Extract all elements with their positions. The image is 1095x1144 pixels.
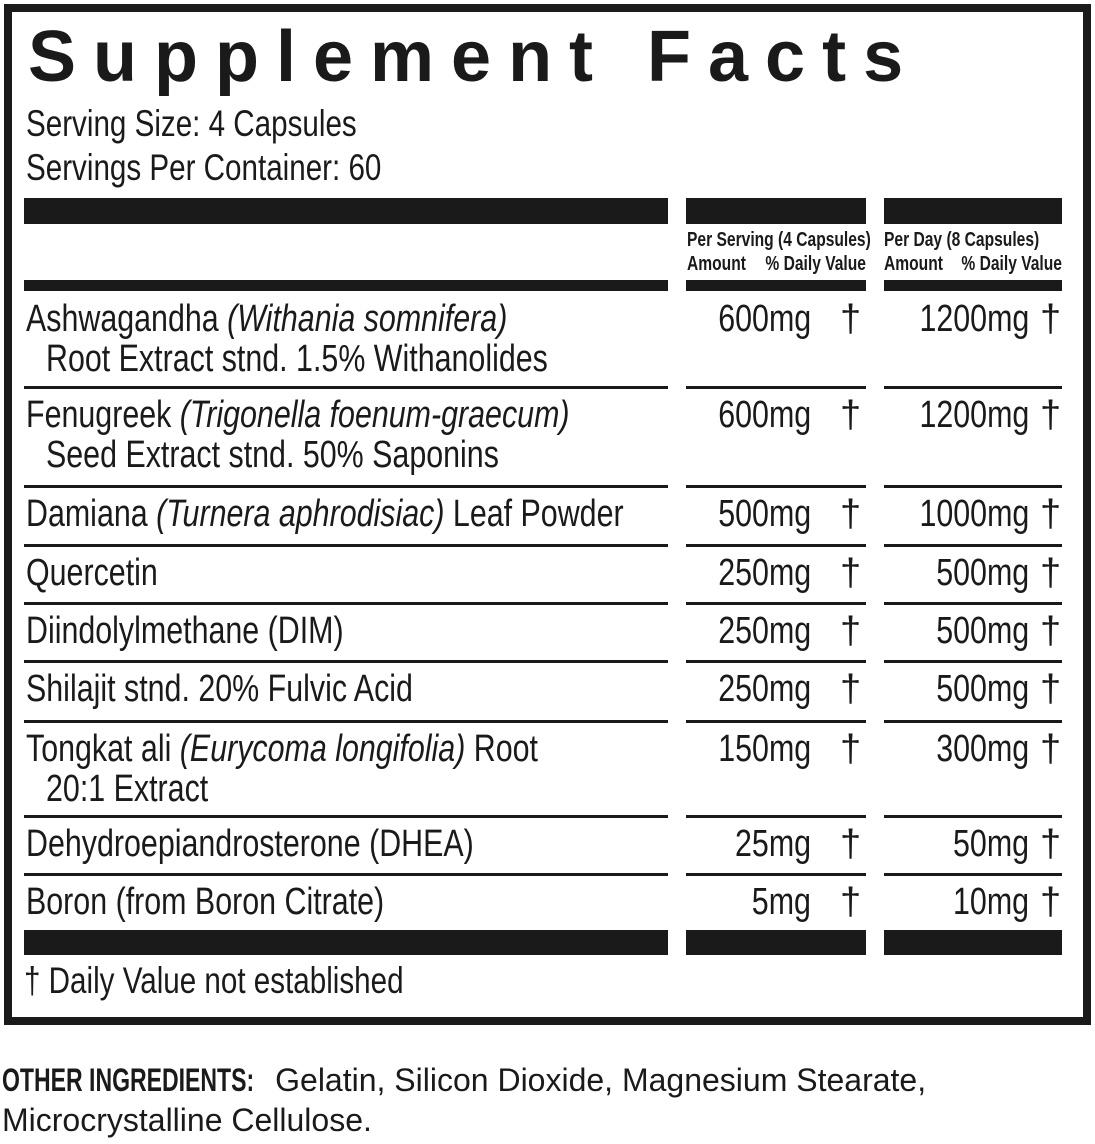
ingredient-name: Shilajit stnd. 20% Fulvic Acid	[26, 668, 413, 710]
row-divider	[24, 386, 668, 389]
ingredient-name: Fenugreek	[26, 394, 180, 436]
per-day-header: Per Day (8 Capsules)	[884, 229, 1040, 251]
ingredient-name: Dehydroepiandrosterone (DHEA)	[26, 823, 474, 865]
header-bar	[686, 198, 866, 224]
day-amount: 500mg	[936, 610, 1029, 652]
day-amount: 50mg	[952, 823, 1029, 865]
other-ingredients-label: OTHER INGREDIENTS:	[2, 1062, 255, 1098]
daily-value-mark: †	[840, 668, 862, 710]
daily-value-mark: †	[1040, 881, 1062, 923]
divider-bar	[686, 280, 866, 291]
header-bar	[884, 198, 1062, 224]
daily-value-mark: †	[1040, 552, 1062, 594]
daily-value-mark: †	[840, 394, 862, 436]
latin-name: (Trigonella foenum-graecum)	[179, 394, 570, 436]
per-serving-header: Per Serving (4 Capsules)	[687, 229, 871, 251]
daily-value-mark: †	[840, 610, 862, 652]
daily-value-mark: †	[840, 493, 862, 535]
row-divider	[24, 873, 668, 876]
panel-title: Supplement Facts	[28, 17, 921, 97]
daily-value-mark: †	[1040, 668, 1062, 710]
daily-value-mark: †	[840, 298, 862, 340]
row-divider	[24, 485, 668, 488]
row-divider	[884, 602, 1062, 605]
serving-amount: 150mg	[718, 728, 811, 770]
serving-amount: 500mg	[718, 493, 811, 535]
row-divider	[24, 602, 668, 605]
row-divider	[686, 485, 866, 488]
daily-value-mark: †	[840, 881, 862, 923]
row-divider	[686, 660, 866, 663]
daily-value-mark: †	[840, 552, 862, 594]
ingredient-name: Damiana	[26, 493, 157, 535]
serving-amount: 250mg	[718, 668, 811, 710]
divider-bar	[24, 280, 668, 291]
footer-bar	[24, 930, 668, 955]
day-amount: 1200mg	[919, 298, 1029, 340]
latin-name: (Turnera aphrodisiac)	[156, 493, 445, 535]
other-ingredients: OTHER INGREDIENTS: Gelatin, Silicon Diox…	[2, 1062, 927, 1098]
latin-name: (Withania somnifera)	[227, 298, 508, 340]
day-amount: 500mg	[936, 668, 1029, 710]
row-divider	[884, 815, 1062, 818]
day-amount: 10mg	[952, 881, 1029, 923]
latin-name: (Eurycoma longifolia)	[179, 728, 466, 770]
ingredient-name: Boron (from Boron Citrate)	[26, 881, 385, 923]
row-divider	[884, 386, 1062, 389]
other-ingredients-line2: Microcrystalline Cellulose.	[2, 1102, 372, 1138]
ingredient-name: Tongkat ali	[26, 728, 180, 770]
ingredient-name: Quercetin	[26, 552, 158, 594]
divider-bar	[884, 280, 1062, 291]
serving-amount: 250mg	[718, 552, 811, 594]
header-bar	[24, 198, 668, 224]
ingredient-name: Diindolylmethane (DIM)	[26, 610, 344, 652]
row-divider	[686, 544, 866, 547]
row-divider	[884, 544, 1062, 547]
daily-value-mark: †	[1040, 823, 1062, 865]
footer-bar	[884, 930, 1062, 955]
footer-bar	[686, 930, 866, 955]
ingredient-name: Ashwagandha	[26, 298, 228, 340]
row-divider	[686, 815, 866, 818]
daily-value-mark: †	[840, 823, 862, 865]
row-divider	[24, 720, 668, 723]
supplement-facts-panel	[4, 4, 1091, 1025]
daily-value-mark: †	[1040, 610, 1062, 652]
day-amount: 1000mg	[919, 493, 1029, 535]
serving-amount: 600mg	[718, 394, 811, 436]
footnote: † Daily Value not established	[24, 960, 404, 1001]
servings-per-container: Servings Per Container: 60	[26, 147, 382, 188]
row-divider	[686, 720, 866, 723]
row-divider	[884, 485, 1062, 488]
serving-amount: 250mg	[718, 610, 811, 652]
row-divider	[686, 873, 866, 876]
daily-value-mark: †	[1040, 493, 1062, 535]
daily-value-header: % Daily Value	[765, 253, 866, 275]
serving-amount: 600mg	[718, 298, 811, 340]
row-divider	[24, 815, 668, 818]
row-divider	[884, 720, 1062, 723]
row-divider	[884, 660, 1062, 663]
day-amount: 300mg	[936, 728, 1029, 770]
daily-value-mark: †	[1040, 394, 1062, 436]
daily-value-mark: †	[840, 728, 862, 770]
day-amount: 500mg	[936, 552, 1029, 594]
day-amount: 1200mg	[919, 394, 1029, 436]
amount-header: Amount	[884, 253, 943, 275]
ingredient-detail: Root Extract stnd. 1.5% Withanolides	[46, 338, 548, 380]
row-divider	[686, 602, 866, 605]
daily-value-mark: †	[1040, 728, 1062, 770]
row-divider	[24, 660, 668, 663]
row-divider	[686, 386, 866, 389]
serving-amount: 25mg	[734, 823, 811, 865]
daily-value-mark: †	[1040, 298, 1062, 340]
row-divider	[24, 544, 668, 547]
serving-size: Serving Size: 4 Capsules	[26, 103, 357, 144]
daily-value-header: % Daily Value	[961, 253, 1062, 275]
ingredient-detail: Seed Extract stnd. 50% Saponins	[46, 434, 499, 476]
row-divider	[884, 873, 1062, 876]
serving-amount: 5mg	[751, 881, 811, 923]
ingredient-detail: 20:1 Extract	[46, 768, 209, 810]
amount-header: Amount	[687, 253, 746, 275]
